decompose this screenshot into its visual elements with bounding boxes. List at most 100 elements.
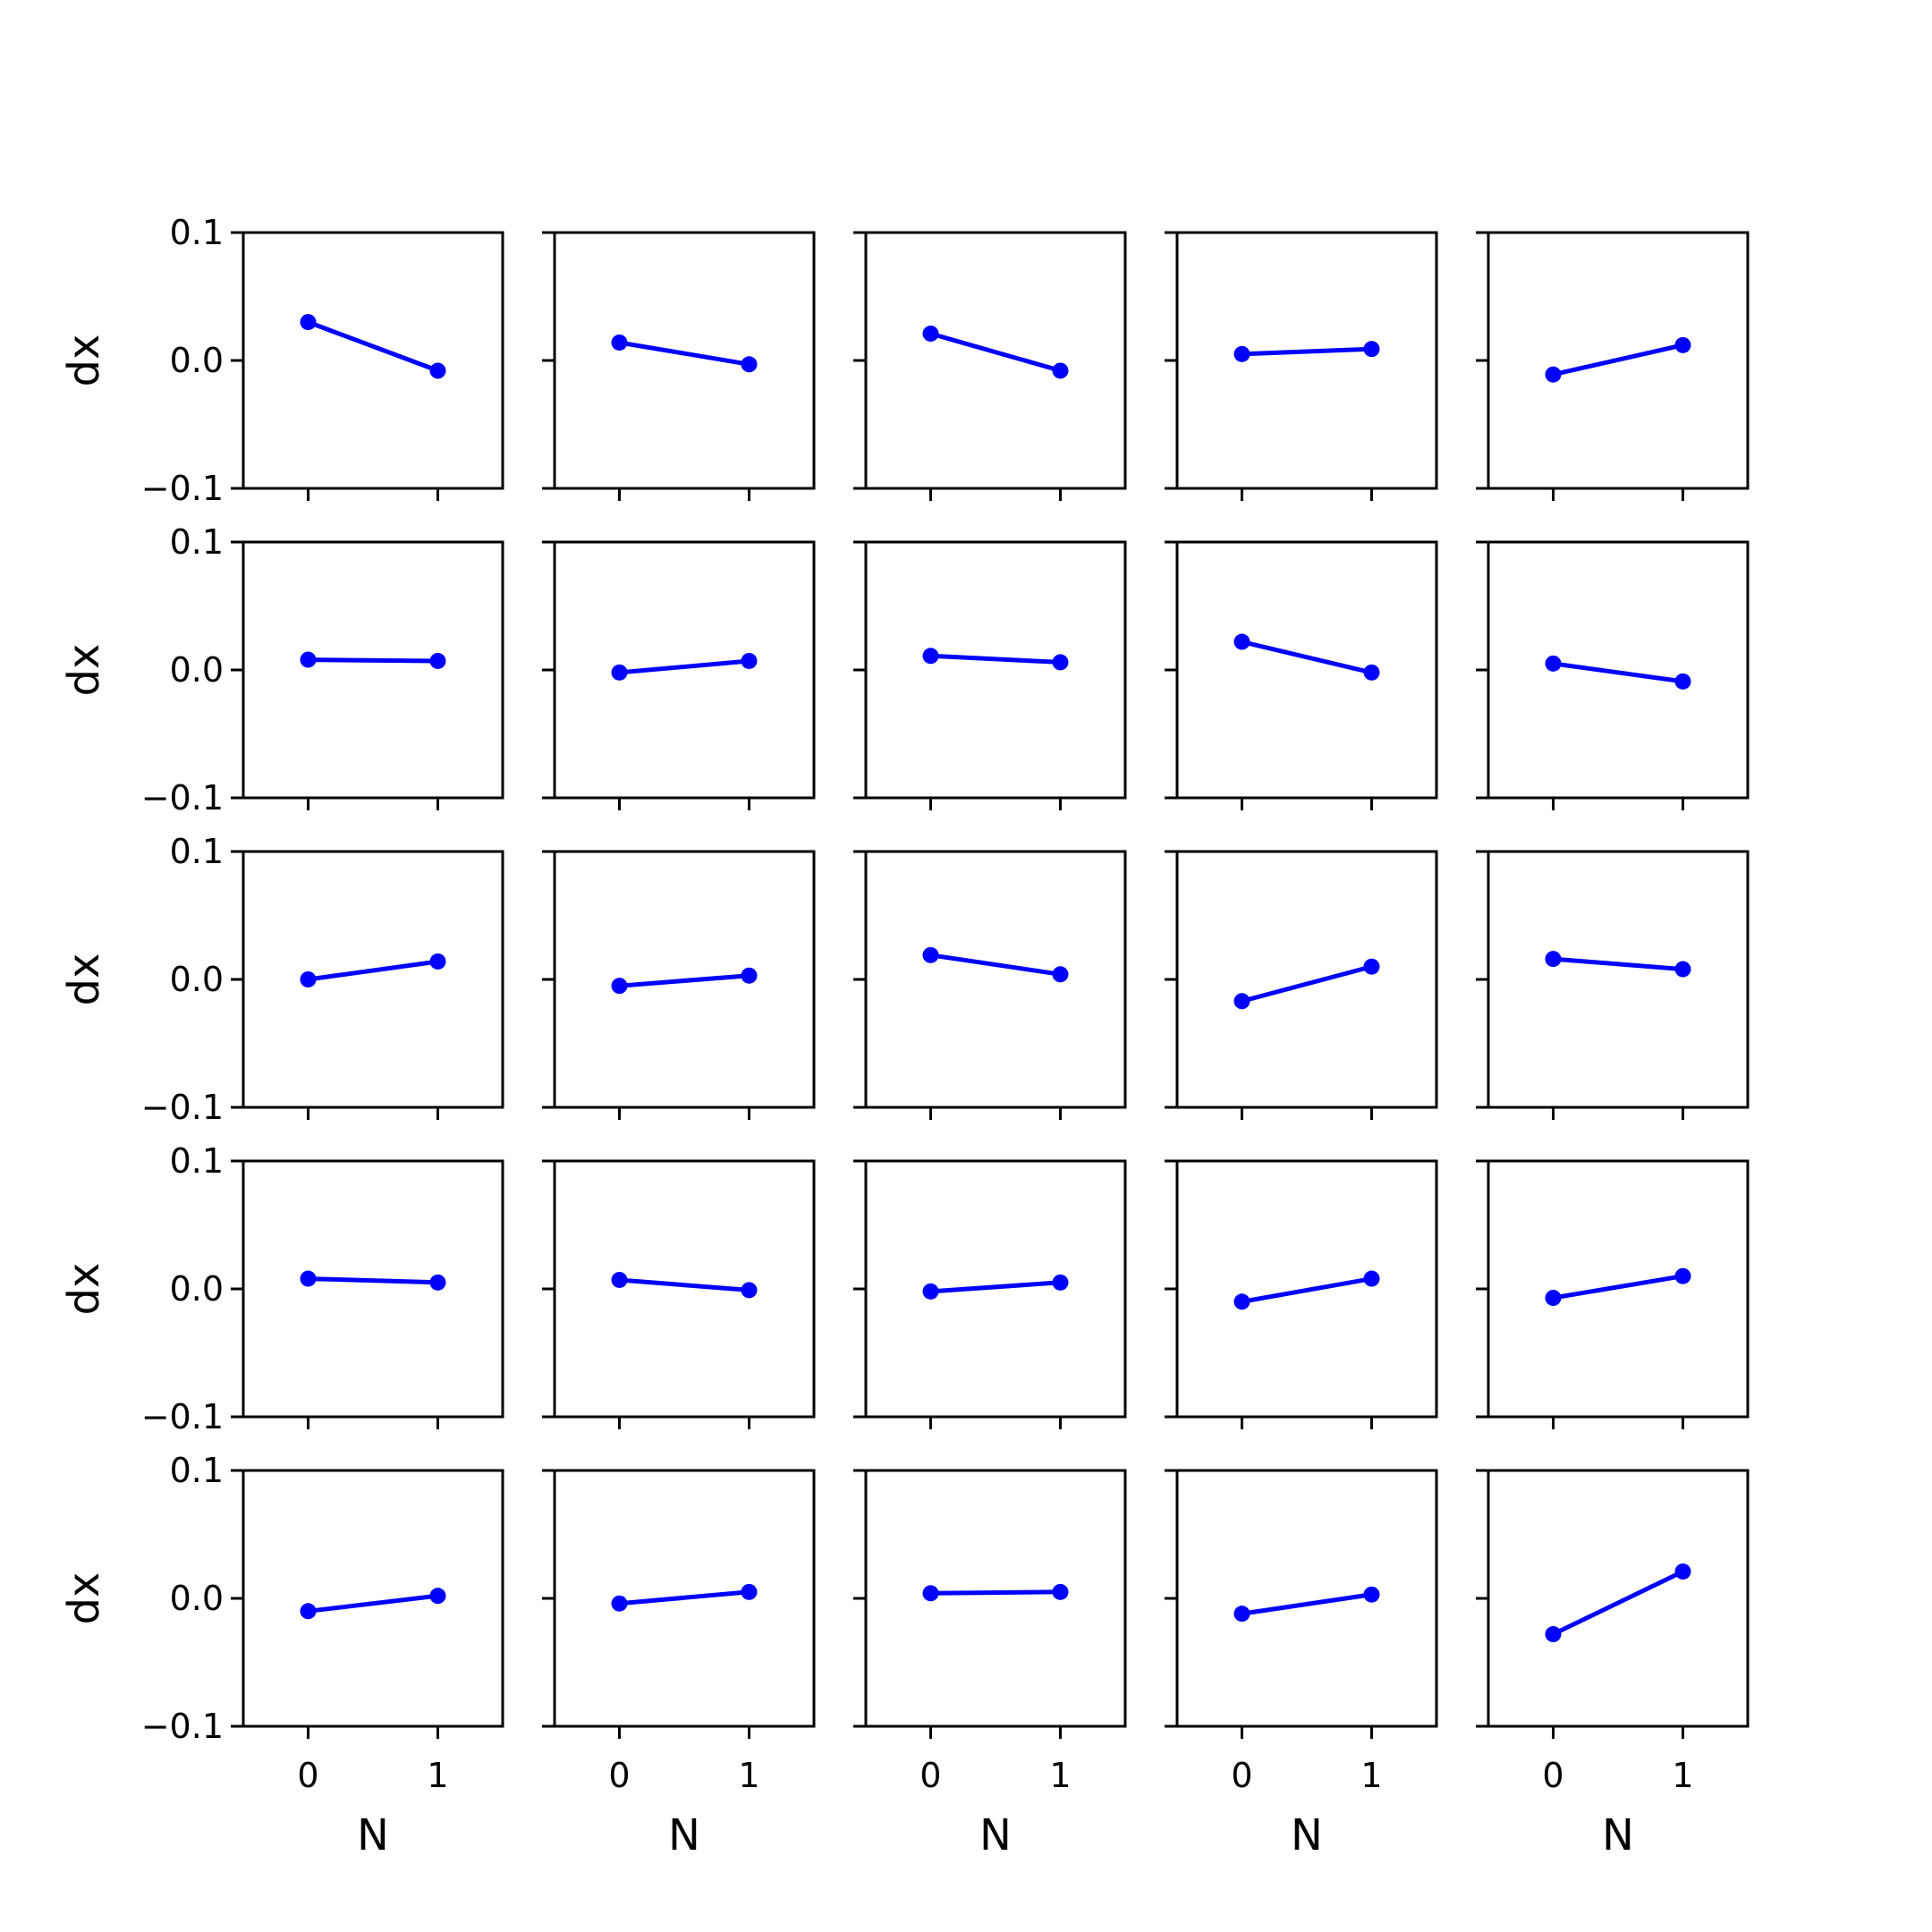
- data-point: [1363, 341, 1380, 358]
- subplot-r4-c5: [1476, 1159, 1750, 1429]
- subplot-r5-c3: 0 1N: [853, 1469, 1127, 1860]
- series-line: [1241, 1592, 1372, 1616]
- data-point: [741, 1583, 758, 1600]
- axes-frame: [242, 540, 504, 800]
- y-tick-label: −0.1: [141, 1707, 224, 1746]
- y-tick-label: 0.0: [170, 1579, 224, 1618]
- subplot-r5-c1: 0.1 0.0 −0.1 0 1 dx N: [59, 1451, 504, 1860]
- y-tick-label: −0.1: [141, 1088, 224, 1127]
- axes-frame: [242, 231, 504, 490]
- y-tick-label: −0.1: [141, 778, 224, 818]
- subplot-r4-c2: [542, 1159, 816, 1429]
- data-point: [1363, 1270, 1380, 1287]
- data-point: [1363, 958, 1380, 975]
- series-line: [930, 953, 1061, 977]
- subplot-r4-c1: 0.1 0.0 −0.1 dx: [59, 1141, 504, 1436]
- y-tick-label: 0.0: [170, 650, 224, 690]
- data-point: [611, 1271, 628, 1288]
- data-point: [300, 1603, 317, 1620]
- axes-frame: [1487, 540, 1750, 800]
- data-point: [741, 356, 758, 373]
- x-axis-label: N: [357, 1810, 389, 1860]
- y-tick-label: 0.1: [170, 213, 224, 252]
- data-point: [1052, 654, 1069, 671]
- x-tick-label: 0: [1231, 1756, 1252, 1795]
- x-tick-label: 1: [427, 1756, 448, 1795]
- data-point: [1674, 673, 1691, 690]
- axes-frame: [1175, 850, 1438, 1109]
- data-point: [1545, 366, 1562, 383]
- data-point: [1545, 655, 1562, 672]
- data-point: [611, 1595, 628, 1612]
- subplot-r1-c2: [542, 231, 816, 501]
- axes-frame: [864, 231, 1127, 490]
- axes-frame: [864, 1469, 1127, 1728]
- axes-frame: [553, 231, 816, 490]
- data-point: [429, 1588, 446, 1605]
- subplot-r3-c5: [1476, 850, 1750, 1120]
- data-point: [922, 1585, 939, 1602]
- axes-frame: [553, 540, 816, 800]
- axes-frame: [242, 850, 504, 1109]
- series-line: [1552, 1569, 1684, 1637]
- subplot-r2-c1: 0.1 0.0 −0.1 dx: [59, 522, 504, 818]
- data-point: [1052, 966, 1069, 983]
- data-point: [1233, 1293, 1250, 1310]
- series-line: [1241, 640, 1373, 675]
- data-point: [922, 648, 939, 665]
- x-tick-label: 0: [919, 1756, 941, 1795]
- series-line: [619, 1589, 750, 1606]
- series-line: [619, 1277, 750, 1292]
- series-line: [1241, 346, 1372, 357]
- x-axis-label: N: [1291, 1810, 1323, 1860]
- subplot-r5-c5: 0 1N: [1476, 1469, 1750, 1860]
- y-tick-label: 0.0: [170, 341, 224, 380]
- x-axis-label: N: [668, 1810, 700, 1860]
- data-point: [611, 978, 628, 995]
- subplot-r4-c4: [1165, 1159, 1438, 1429]
- series-line: [308, 657, 438, 664]
- data-point: [611, 664, 628, 681]
- data-point: [1545, 1290, 1562, 1307]
- data-point: [1233, 1606, 1250, 1623]
- y-tick-label: 0.1: [170, 522, 224, 562]
- y-tick-label: 0.0: [170, 960, 224, 999]
- x-tick-label: 1: [1360, 1756, 1382, 1795]
- data-point: [1233, 345, 1250, 362]
- y-axis-label: dx: [59, 644, 109, 697]
- subplot-r2-c5: [1476, 540, 1750, 810]
- data-point: [741, 1282, 758, 1299]
- x-tick-label: 1: [738, 1756, 759, 1795]
- y-tick-label: −0.1: [141, 469, 224, 508]
- series-line: [619, 973, 750, 988]
- series-line: [930, 1589, 1061, 1596]
- series-line: [1553, 956, 1683, 972]
- axes-frame: [1175, 231, 1438, 490]
- data-point: [300, 314, 317, 331]
- y-tick-label: −0.1: [141, 1397, 224, 1436]
- series-line: [930, 653, 1061, 665]
- y-axis-label: dx: [59, 335, 109, 387]
- data-point: [1674, 1267, 1691, 1284]
- data-point: [1233, 633, 1250, 650]
- series-line: [619, 658, 750, 675]
- subplot-r5-c2: 0 1N: [542, 1469, 816, 1860]
- x-tick-label: 1: [1049, 1756, 1071, 1795]
- data-point: [429, 953, 446, 970]
- data-point: [429, 362, 446, 379]
- series-line: [307, 319, 439, 373]
- subplot-r3-c2: [542, 850, 816, 1120]
- subplot-r2-c2: [542, 540, 816, 810]
- y-tick-label: 0.1: [170, 1141, 224, 1181]
- subplot-r3-c3: [853, 850, 1127, 1120]
- axes-frame: [242, 1159, 504, 1419]
- axes-frame: [864, 850, 1127, 1109]
- subplot-r1-c3: [853, 231, 1127, 501]
- data-point: [300, 971, 317, 987]
- x-axis-label: N: [979, 1810, 1012, 1860]
- axes-frame: [242, 1469, 504, 1728]
- data-point: [1674, 961, 1691, 978]
- y-axis-label: dx: [59, 1263, 109, 1316]
- axes-frame: [553, 1159, 816, 1419]
